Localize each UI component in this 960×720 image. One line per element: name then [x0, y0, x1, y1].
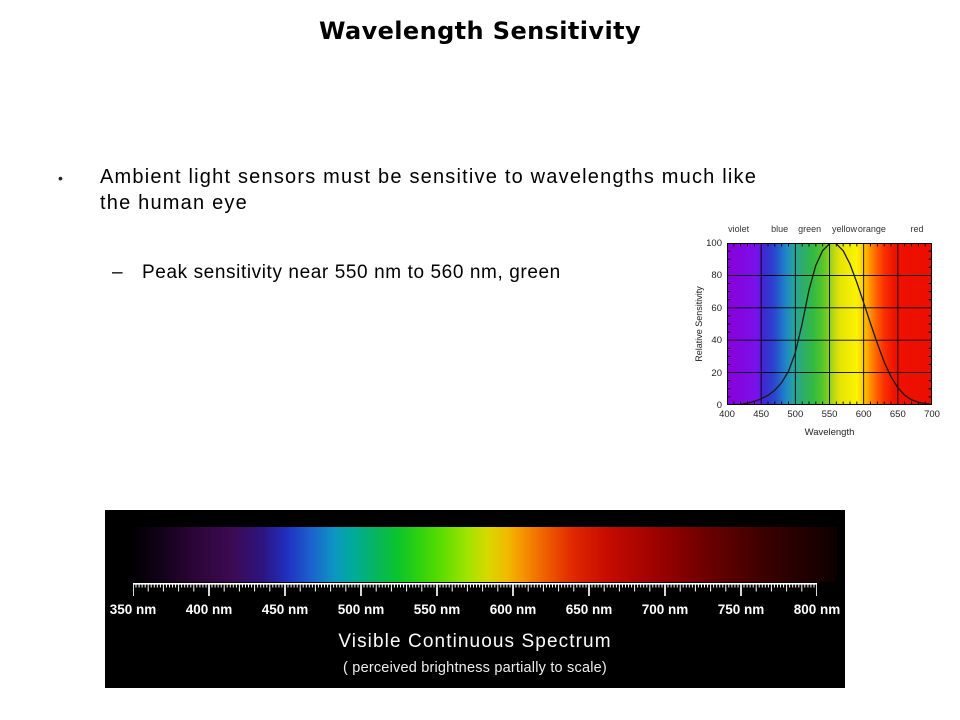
- visible-spectrum-panel: 350 nm 400 nm 450 nm 500 nm 550 nm 600 nm 650 …: [105, 510, 845, 688]
- band-label-yellow: yellow: [832, 224, 858, 234]
- x-tick-label: 450: [753, 409, 770, 420]
- bullet-icon: •: [58, 170, 63, 186]
- wavelength-label: 600 nm: [489, 602, 537, 617]
- plot-area: [727, 243, 932, 405]
- wavelength-label: 750 nm: [717, 602, 765, 617]
- band-label-orange: orange: [857, 224, 886, 234]
- x-axis-label: Wavelength: [804, 427, 855, 438]
- band-label-green: green: [798, 224, 822, 234]
- spectrum-title: Visible Continuous Spectrum: [338, 631, 612, 652]
- band-label-violet: violet: [728, 224, 750, 234]
- ruler-svg: [132, 583, 818, 596]
- wavelength-label: 550 nm: [413, 602, 461, 617]
- wavelength-label: 400 nm: [185, 602, 233, 617]
- wavelength-ruler: [132, 583, 818, 599]
- wavelength-label: 700 nm: [641, 602, 689, 617]
- y-tick-label: 20: [711, 367, 722, 379]
- sensitivity-plot-svg: [727, 243, 932, 405]
- page-title: Wavelength Sensitivity: [318, 17, 642, 45]
- wavelength-label: 450 nm: [261, 602, 309, 617]
- wavelength-label: 500 nm: [337, 602, 385, 617]
- x-tick-label: 600: [855, 409, 872, 420]
- spectrum-gradient-bar: [130, 527, 837, 582]
- y-tick-label: 40: [711, 335, 722, 347]
- wavelength-label: 350 nm: [109, 602, 157, 617]
- color-band-labels: violet blue green yellow orange red: [688, 220, 950, 445]
- x-tick-label: 400: [719, 409, 735, 420]
- y-tick-label: 80: [711, 270, 722, 282]
- wavelength-label: 800 nm: [793, 602, 841, 617]
- band-label-blue: blue: [771, 224, 789, 234]
- dash-bullet-icon: –: [112, 262, 123, 283]
- spectrum-subtitle: ( perceived brightness partially to scal…: [343, 660, 607, 676]
- wavelength-label: 650 nm: [565, 602, 613, 617]
- y-tick-label: 60: [711, 302, 722, 314]
- y-tick-label: 100: [706, 238, 722, 249]
- wavelength-tick-labels: 350 nm 400 nm 450 nm 500 nm 550 nm 600 nm 650 …: [105, 602, 845, 620]
- sub-bullet-text: Peak sensitivity near 550 nm to 560 nm, …: [142, 262, 561, 283]
- x-tick-label: 650: [889, 409, 906, 420]
- y-tick-label: 0: [716, 400, 722, 411]
- bullet-text: Ambient light sensors must be sensitive …: [100, 164, 920, 216]
- x-tick-label: 700: [924, 409, 940, 420]
- y-axis-tick-labels: 0 20 40 60 80 100: [688, 220, 950, 445]
- x-axis-tick-labels: 400 450 500 550 600 650 700: [688, 220, 950, 445]
- sensitivity-chart: violet blue green yellow orange red Relative …: [688, 220, 950, 445]
- x-tick-label: 550: [821, 409, 838, 420]
- band-label-red: red: [910, 224, 924, 234]
- bullet-text-line2: the human eye: [100, 192, 248, 214]
- bullet-text-line1: Ambient light sensors must be sensitive …: [100, 166, 758, 188]
- x-tick-label: 500: [787, 409, 804, 420]
